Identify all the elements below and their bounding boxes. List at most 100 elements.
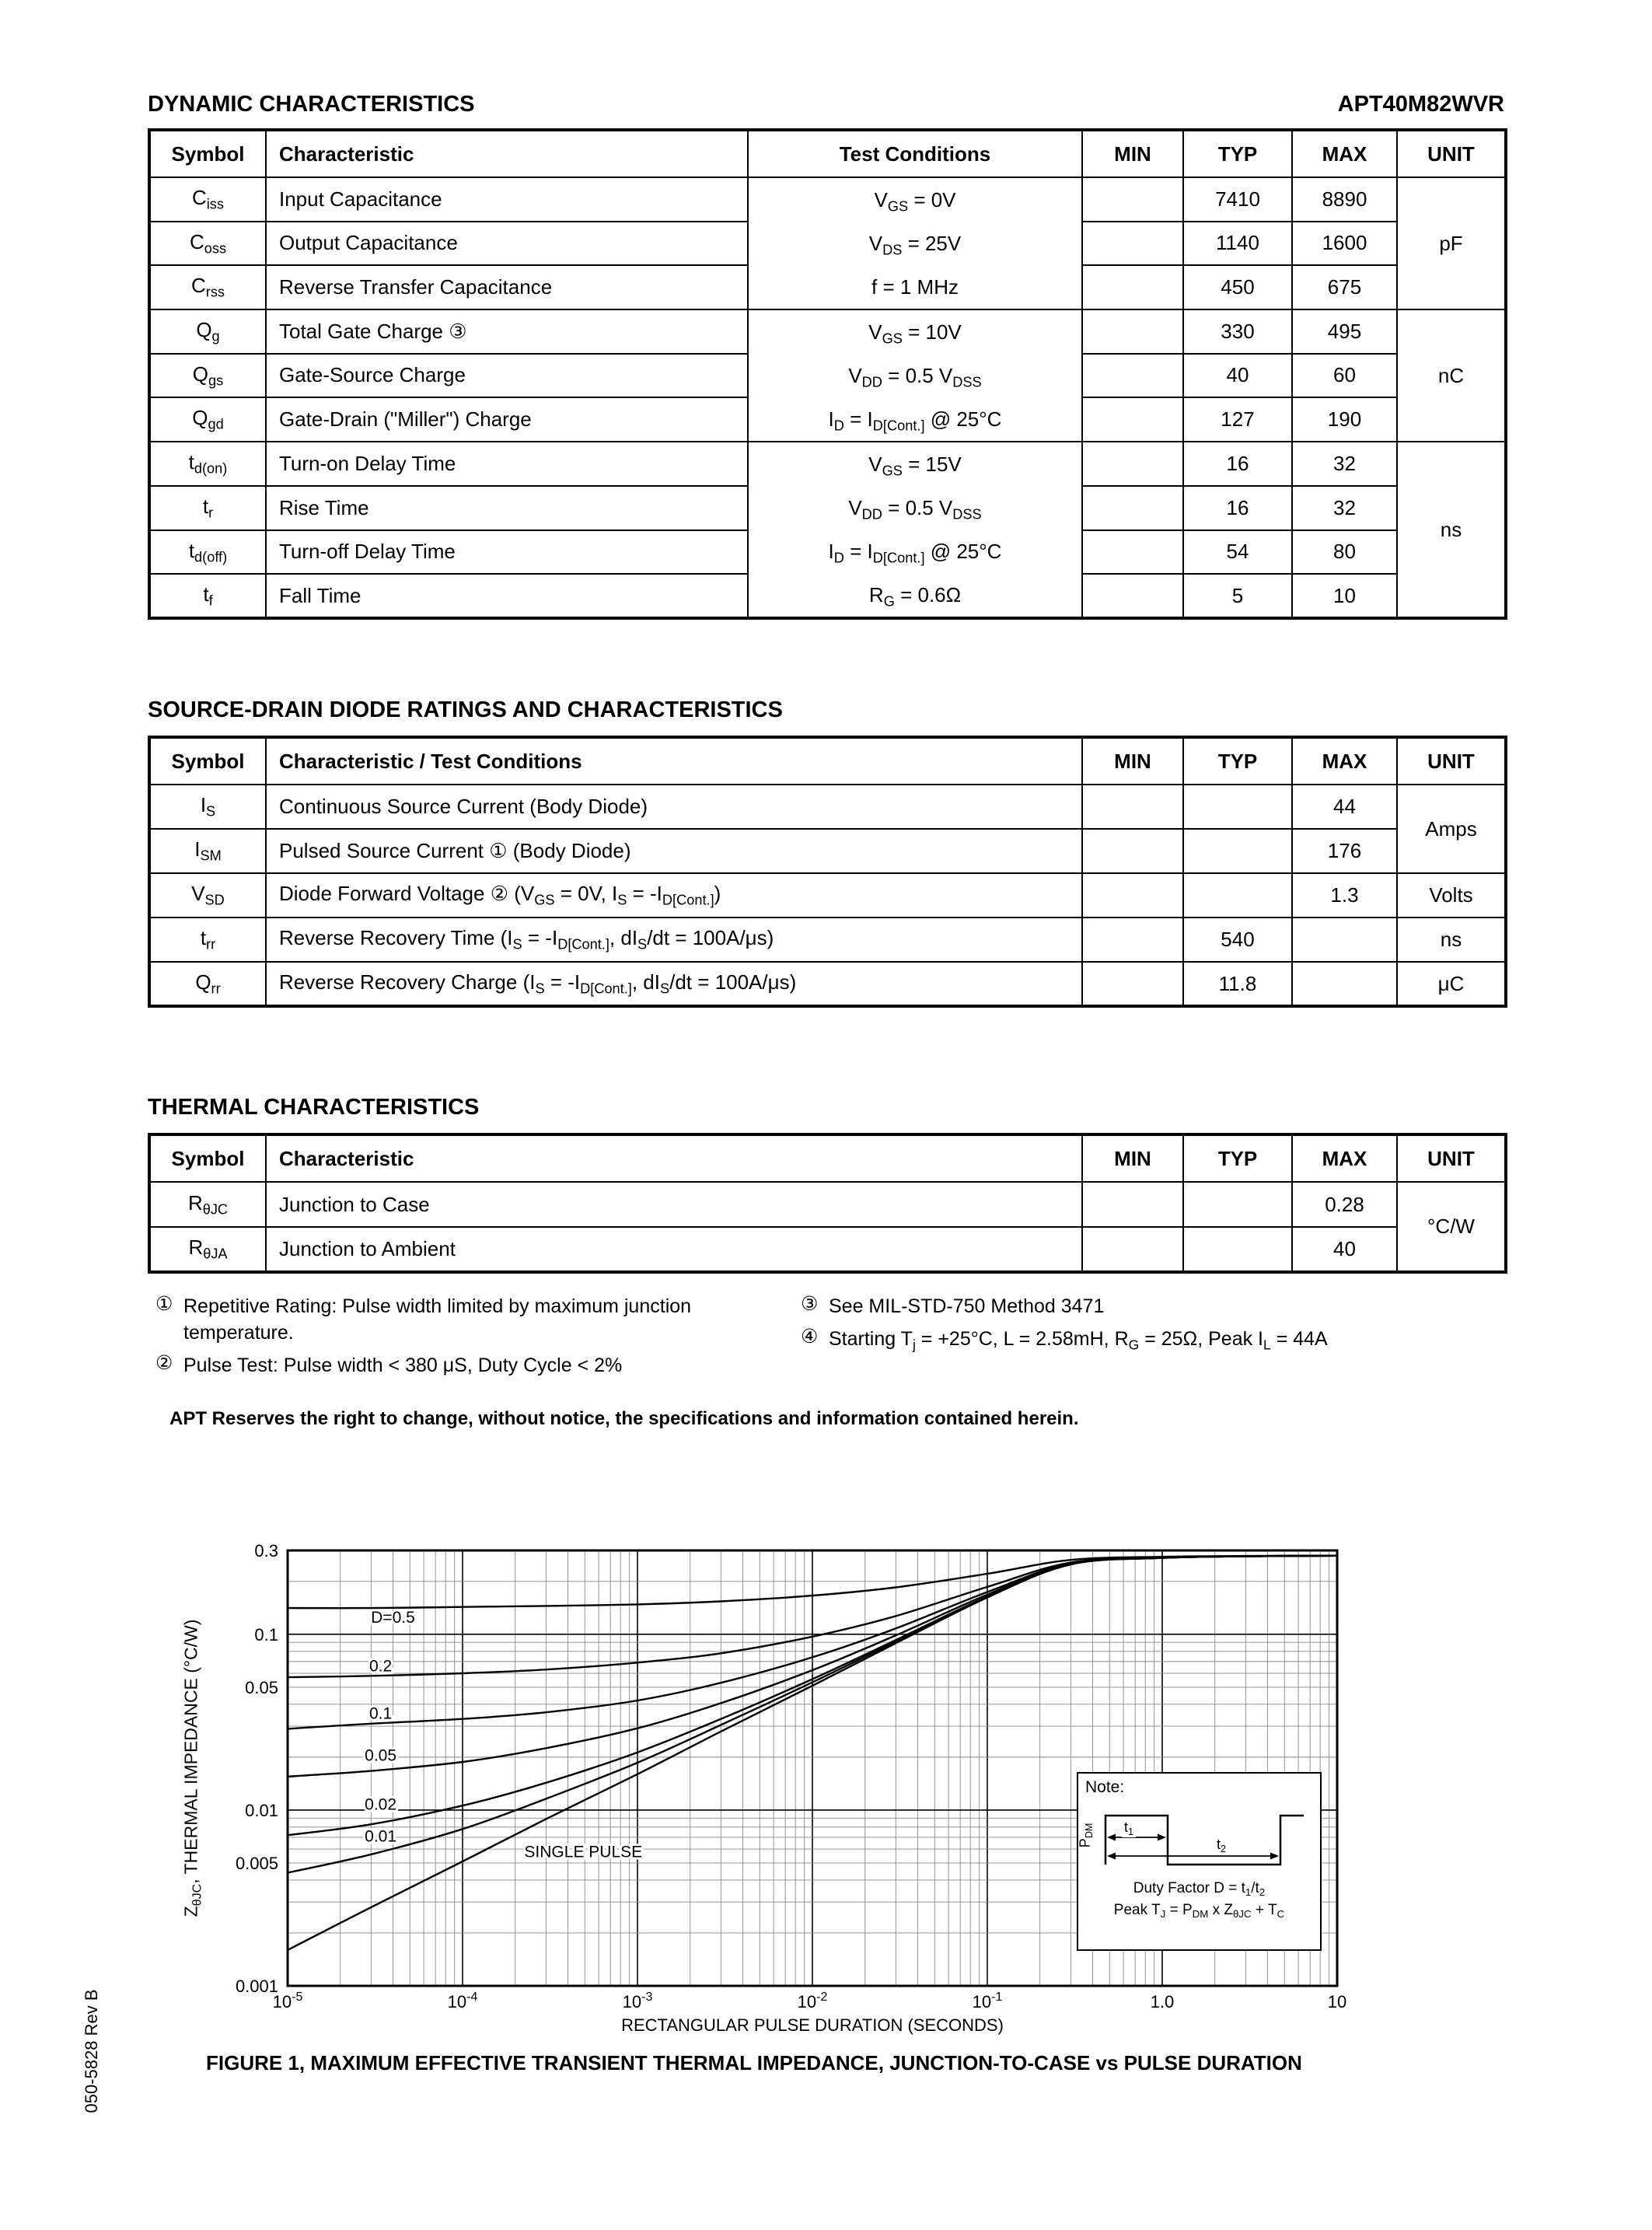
test-conditions-cell: VGS = 10V VDD = 0.5 VDSS ID = ID[Cont.] …	[747, 309, 1083, 442]
col-header-max: MAX	[1291, 736, 1398, 785]
svg-text:0.05: 0.05	[245, 1678, 278, 1697]
characteristic-cell: Junction to Ambient	[265, 1226, 1083, 1273]
characteristic-cell: Junction to Case	[265, 1181, 1083, 1228]
max-cell: 1600	[1291, 220, 1398, 267]
typ-cell	[1182, 1226, 1293, 1273]
circled-1-marker: ①	[155, 1293, 173, 1315]
svg-text:0.02: 0.02	[365, 1796, 396, 1814]
section-title-dynamic: DYNAMIC CHARACTERISTICS	[148, 92, 475, 117]
characteristic-cell: Rise Time	[265, 484, 749, 531]
svg-text:SINGLE PULSE: SINGLE PULSE	[524, 1844, 642, 1861]
chart-y-axis-label: ZθJC, THERMAL IMPEDANCE (°C/W)	[180, 1619, 204, 1917]
typ-cell: 540	[1182, 917, 1293, 963]
table-row: Crss Reverse Transfer Capacitance 450 67…	[148, 264, 1506, 310]
symbol-cell: td(off)	[148, 529, 267, 575]
diode-ratings-table: Symbol Characteristic / Test Conditions …	[148, 736, 1507, 1008]
min-cell	[1081, 309, 1184, 355]
max-cell: 10	[1291, 573, 1398, 619]
unit-cell: ns	[1396, 441, 1507, 619]
figure-1: D=0.5 0.2 0.1 0.05 0.02 0.01 SINGLE PULSE 0.3 0.…	[109, 1539, 1392, 2046]
typ-cell	[1182, 784, 1293, 830]
unit-cell: Amps	[1396, 784, 1507, 874]
col-header-symbol: Symbol	[148, 736, 267, 785]
table-row: Qrr Reverse Recovery Charge (IS = -ID[Co…	[148, 961, 1507, 1007]
characteristic-cell: Turn-on Delay Time	[265, 441, 749, 487]
typ-cell	[1182, 872, 1293, 918]
figure-caption: FIGURE 1, MAXIMUM EFFECTIVE TRANSIENT TH…	[206, 2051, 1302, 2075]
circled-3-marker: ③	[801, 1293, 819, 1315]
max-cell: 32	[1291, 441, 1398, 487]
table-row: IS Continuous Source Current (Body Diode…	[148, 784, 1507, 874]
symbol-cell: Qrr	[148, 961, 267, 1007]
min-cell	[1081, 397, 1184, 442]
characteristic-cell: Pulsed Source Current ① (Body Diode)	[265, 828, 1083, 874]
col-header-max: MAX	[1291, 129, 1398, 178]
max-cell	[1291, 917, 1398, 963]
svg-text:0.01: 0.01	[245, 1801, 278, 1820]
footnotes-right-column: ③ See MIL-STD-750 Method 3471 ④ Starting…	[801, 1293, 1504, 1385]
test-conditions-cell: VGS = 15V VDD = 0.5 VDSS ID = ID[Cont.] …	[747, 441, 1083, 619]
section-title-diode: SOURCE-DRAIN DIODE RATINGS AND CHARACTER…	[148, 697, 783, 722]
symbol-cell: trr	[148, 917, 267, 963]
typ-cell: 127	[1182, 397, 1293, 442]
pulse-waveform-drawing	[1104, 1815, 1304, 1866]
min-cell	[1081, 441, 1184, 487]
svg-text:10-1: 10-1	[973, 1991, 1003, 2012]
duty-factor-formula: Duty Factor D = t1/t2	[1133, 1880, 1266, 1899]
col-header-symbol: Symbol	[148, 1134, 267, 1183]
table-row: Qgd Gate-Drain ("Miller") Charge 127 190	[148, 397, 1506, 442]
svg-text:RECTANGULAR PULSE DURATION (SE: RECTANGULAR PULSE DURATION (SECONDS)	[621, 2015, 1004, 2035]
svg-text:0.05: 0.05	[365, 1747, 396, 1765]
table-row: RθJA Junction to Ambient 40	[148, 1226, 1506, 1273]
max-cell: 1.3	[1291, 872, 1398, 918]
svg-text:0.005: 0.005	[236, 1854, 278, 1873]
t1-label: t1	[1122, 1819, 1137, 1838]
table-row: ISM Pulsed Source Current ① (Body Diode)…	[148, 828, 1506, 874]
symbol-cell: tf	[148, 573, 267, 619]
circled-4-marker: ④	[801, 1325, 819, 1347]
col-header-unit: UNIT	[1396, 129, 1507, 178]
min-cell	[1081, 961, 1184, 1007]
typ-cell: 54	[1182, 529, 1293, 575]
max-cell: 8890	[1291, 177, 1398, 222]
min-cell	[1081, 917, 1184, 963]
col-header-unit: UNIT	[1396, 736, 1507, 785]
table-row: trr Reverse Recovery Time (IS = -ID[Cont…	[148, 917, 1507, 963]
note-title: Note:	[1085, 1778, 1125, 1797]
symbol-cell: Coss	[148, 220, 267, 267]
symbol-cell: IS	[148, 784, 267, 830]
unit-cell: ns	[1396, 917, 1507, 963]
max-cell: 190	[1291, 397, 1398, 442]
typ-cell	[1182, 828, 1293, 874]
min-cell	[1081, 1181, 1184, 1228]
svg-text:0.001: 0.001	[236, 1977, 278, 1996]
svg-text:10-3: 10-3	[623, 1991, 653, 2012]
col-header-typ: TYP	[1182, 1134, 1293, 1183]
unit-cell: pF	[1396, 177, 1507, 310]
max-cell: 60	[1291, 352, 1398, 399]
symbol-cell: ISM	[148, 828, 267, 874]
max-cell: 0.28	[1291, 1181, 1398, 1228]
typ-cell: 5	[1182, 573, 1293, 619]
typ-cell	[1182, 1181, 1293, 1228]
symbol-cell: RθJA	[148, 1226, 267, 1273]
footnotes: ① Repetitive Rating: Pulse width limited…	[155, 1293, 1504, 1385]
col-header-min: MIN	[1081, 129, 1184, 178]
col-header-characteristic: Characteristic / Test Conditions	[265, 736, 1083, 785]
min-cell	[1081, 264, 1184, 310]
typ-cell: 16	[1182, 441, 1293, 487]
svg-text:0.2: 0.2	[369, 1658, 392, 1676]
chart-note-box: Note: PDM t1 t2 Duty Factor D = t1/t2 Pe…	[1077, 1772, 1322, 1952]
pdm-label: PDM	[1077, 1823, 1095, 1848]
characteristic-cell: Gate-Source Charge	[265, 352, 749, 399]
col-header-unit: UNIT	[1396, 1134, 1507, 1183]
characteristic-cell: Diode Forward Voltage ② (VGS = 0V, IS = …	[265, 872, 1083, 918]
symbol-cell: RθJC	[148, 1181, 267, 1228]
characteristic-cell: Reverse Recovery Time (IS = -ID[Cont.], …	[265, 917, 1083, 963]
characteristic-cell: Input Capacitance	[265, 177, 749, 222]
table-row: RθJC Junction to Case 0.28 °C/W	[148, 1181, 1507, 1273]
max-cell: 44	[1291, 784, 1398, 830]
min-cell	[1081, 352, 1184, 399]
footnote-2: ② Pulse Test: Pulse width < 380 μS, Duty…	[155, 1351, 623, 1376]
symbol-cell: VSD	[148, 872, 267, 918]
